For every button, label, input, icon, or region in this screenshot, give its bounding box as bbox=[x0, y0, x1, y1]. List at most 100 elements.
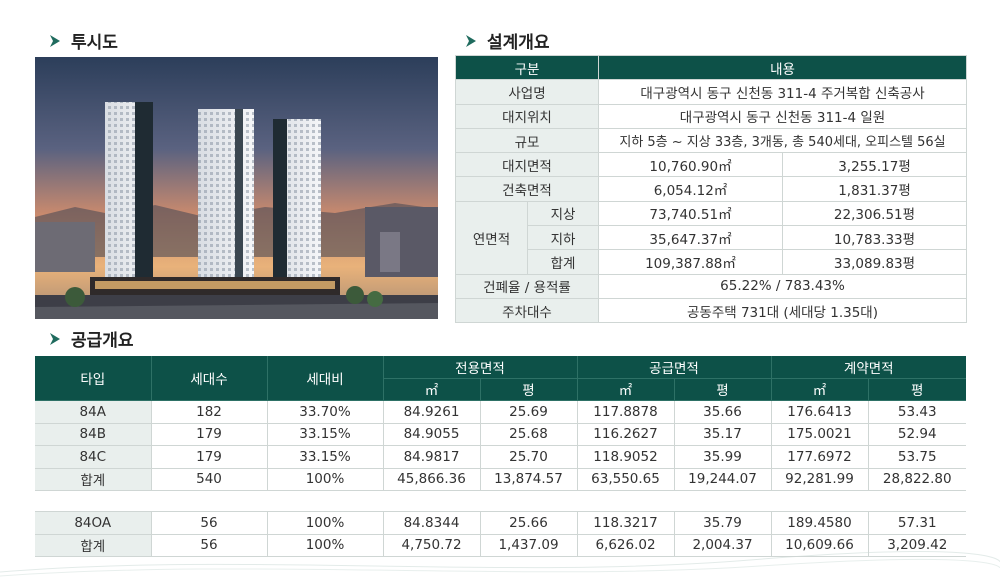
header-cell-sqm: ㎡ bbox=[382, 378, 480, 401]
cell-contract-sqm: 189.4580 bbox=[770, 511, 868, 535]
row-value: 공동주택 731대 (세대당 1.35대) bbox=[598, 297, 967, 324]
header-cell-units: 세대수 bbox=[150, 356, 267, 401]
table-row: 84OA 56 100% 84.8344 25.66 118.3217 35.7… bbox=[35, 511, 966, 535]
chevron-right-icon bbox=[50, 332, 60, 345]
cell-units: 56 bbox=[150, 511, 267, 535]
floor-sub-label: 합계 bbox=[550, 256, 576, 273]
cell-units: 182 bbox=[150, 400, 267, 424]
cell-type: 84OA bbox=[35, 511, 151, 535]
cell-contract-pyeong: 28,822.80 bbox=[867, 468, 966, 491]
header-cell-type: 타입 bbox=[35, 356, 151, 401]
value-pyeong: 33,089.83평 bbox=[782, 249, 967, 275]
cell-ratio: 100% bbox=[266, 511, 383, 535]
table-row: 건폐율 / 용적률 65.22% / 783.43% bbox=[455, 273, 967, 299]
background-wave-decoration bbox=[0, 551, 1000, 577]
cell-supply-pyeong: 19,244.07 bbox=[673, 468, 771, 491]
cell-exclusive-pyeong: 25.69 bbox=[479, 400, 577, 424]
table-row: 대지면적 10,760.90㎡ 3,255.17평 bbox=[455, 152, 967, 178]
table-row: 대지위치 대구광역시 동구 신천동 311-4 일원 bbox=[455, 103, 967, 129]
section-title-supply: 공급개요 bbox=[47, 326, 134, 351]
table-header-row: ㎡ 평 ㎡ 평 ㎡ 평 bbox=[35, 378, 966, 401]
row-label: 주차대수 bbox=[455, 297, 599, 324]
cell-contract-pyeong: 53.75 bbox=[867, 445, 966, 469]
cell-contract-pyeong: 52.94 bbox=[867, 423, 966, 446]
section-title-design: 설계개요 bbox=[463, 28, 550, 53]
chevron-right-icon bbox=[50, 34, 60, 47]
header-cell-pyeong: 평 bbox=[673, 378, 771, 401]
section-title-text: 투시도 bbox=[71, 33, 118, 53]
cell-exclusive-sqm: 45,866.36 bbox=[382, 468, 480, 491]
row-label: 건축면적 bbox=[455, 176, 599, 202]
cell-units: 179 bbox=[150, 423, 267, 446]
value-sqm: 35,647.37㎡ bbox=[598, 225, 783, 251]
cell-contract-sqm: 175.0021 bbox=[770, 423, 868, 446]
value-sqm: 73,740.51㎡ bbox=[598, 200, 783, 227]
value-pyeong: 3,255.17평 bbox=[782, 152, 967, 178]
table-row: 109,387.88㎡ 33,089.83평 bbox=[456, 249, 967, 275]
row-label: 사업명 bbox=[455, 79, 599, 105]
cell-contract-pyeong: 57.31 bbox=[867, 511, 966, 535]
cell-supply-sqm: 118.9052 bbox=[576, 445, 674, 469]
cell-supply-sqm: 63,550.65 bbox=[576, 468, 674, 491]
supply-overview-table: 타입 세대수 세대비 전용면적 공급면적 계약면적 ㎡ 평 ㎡ 평 ㎡ 평 84… bbox=[35, 356, 966, 557]
table-row: 건축면적 6,054.12㎡ 1,831.37평 bbox=[455, 176, 967, 202]
table-row: 35,647.37㎡ 10,783.33평 bbox=[456, 225, 967, 251]
header-cell-sqm: ㎡ bbox=[770, 378, 868, 401]
table-row: 사업명 대구광역시 동구 신천동 311-4 주거복합 신축공사 bbox=[455, 79, 967, 105]
header-cell-pyeong: 평 bbox=[867, 378, 966, 401]
cell-supply-sqm: 6,626.02 bbox=[576, 534, 674, 557]
table-row: 84C 179 33.15% 84.9817 25.70 118.9052 35… bbox=[35, 445, 966, 469]
cell-type: 합계 bbox=[35, 468, 151, 491]
cell-exclusive-pyeong: 25.70 bbox=[479, 445, 577, 469]
header-cell-category: 구분 bbox=[455, 54, 599, 81]
row-label: 건폐율 / 용적률 bbox=[455, 273, 599, 299]
table-row: 주차대수 공동주택 731대 (세대당 1.35대) bbox=[455, 297, 967, 324]
floor-sub-label: 지하 bbox=[528, 226, 598, 251]
cell-type: 84A bbox=[35, 400, 151, 424]
value-pyeong: 10,783.33평 bbox=[782, 225, 967, 251]
cell-supply-pyeong: 35.99 bbox=[673, 445, 771, 469]
header-cell-contract-area: 계약면적 bbox=[770, 356, 966, 379]
floor-sub-label: 지상 bbox=[528, 202, 598, 227]
cell-exclusive-pyeong: 25.68 bbox=[479, 423, 577, 446]
row-value: 65.22% / 783.43% bbox=[598, 273, 967, 299]
table-row: 규모 지하 5층 ~ 지상 33층, 3개동, 총 540세대, 오피스텔 56… bbox=[455, 127, 967, 154]
cell-exclusive-sqm: 84.8344 bbox=[382, 511, 480, 535]
section-title-text: 공급개요 bbox=[71, 331, 134, 351]
value-sqm: 109,387.88㎡ bbox=[598, 249, 783, 275]
value-pyeong: 1,831.37평 bbox=[782, 176, 967, 202]
value-pyeong: 22,306.51평 bbox=[782, 200, 967, 227]
cell-units: 540 bbox=[150, 468, 267, 491]
building-rendering-image bbox=[35, 57, 438, 319]
table-row: 84B 179 33.15% 84.9055 25.68 116.2627 35… bbox=[35, 423, 966, 446]
cell-units: 179 bbox=[150, 445, 267, 469]
cell-supply-sqm: 116.2627 bbox=[576, 423, 674, 446]
chevron-right-icon bbox=[466, 34, 476, 47]
table-row: 84A 182 33.70% 84.9261 25.69 117.8878 35… bbox=[35, 400, 966, 424]
cell-ratio: 33.15% bbox=[266, 445, 383, 469]
floor-area-cell: 연면적 지상 지하 합계 bbox=[455, 200, 599, 275]
cell-exclusive-sqm: 4,750.72 bbox=[382, 534, 480, 557]
header-cell-content: 내용 bbox=[598, 54, 967, 81]
cell-type: 84B bbox=[35, 423, 151, 446]
cell-supply-pyeong: 35.79 bbox=[673, 511, 771, 535]
header-cell-pyeong: 평 bbox=[479, 378, 577, 401]
cell-supply-pyeong: 35.17 bbox=[673, 423, 771, 446]
table-header-row: 타입 세대수 세대비 전용면적 공급면적 계약면적 bbox=[35, 356, 966, 401]
value-sqm: 10,760.90㎡ bbox=[598, 152, 783, 178]
cell-supply-pyeong: 35.66 bbox=[673, 400, 771, 424]
header-cell-ratio: 세대비 bbox=[266, 356, 383, 401]
table-header-row: 구분 내용 bbox=[455, 54, 967, 81]
cell-contract-sqm: 176.6413 bbox=[770, 400, 868, 424]
row-value: 지하 5층 ~ 지상 33층, 3개동, 총 540세대, 오피스텔 56실 bbox=[598, 127, 967, 154]
header-cell-sqm: ㎡ bbox=[576, 378, 674, 401]
cell-contract-sqm: 92,281.99 bbox=[770, 468, 868, 491]
cell-type: 84C bbox=[35, 445, 151, 469]
cell-contract-sqm: 177.6972 bbox=[770, 445, 868, 469]
value-sqm: 6,054.12㎡ bbox=[598, 176, 783, 202]
cell-contract-pyeong: 3,209.42 bbox=[867, 534, 966, 557]
row-value: 대구광역시 동구 신천동 311-4 일원 bbox=[598, 103, 967, 129]
cell-ratio: 100% bbox=[266, 468, 383, 491]
cell-exclusive-pyeong: 1,437.09 bbox=[479, 534, 577, 557]
cell-exclusive-pyeong: 13,874.57 bbox=[479, 468, 577, 491]
